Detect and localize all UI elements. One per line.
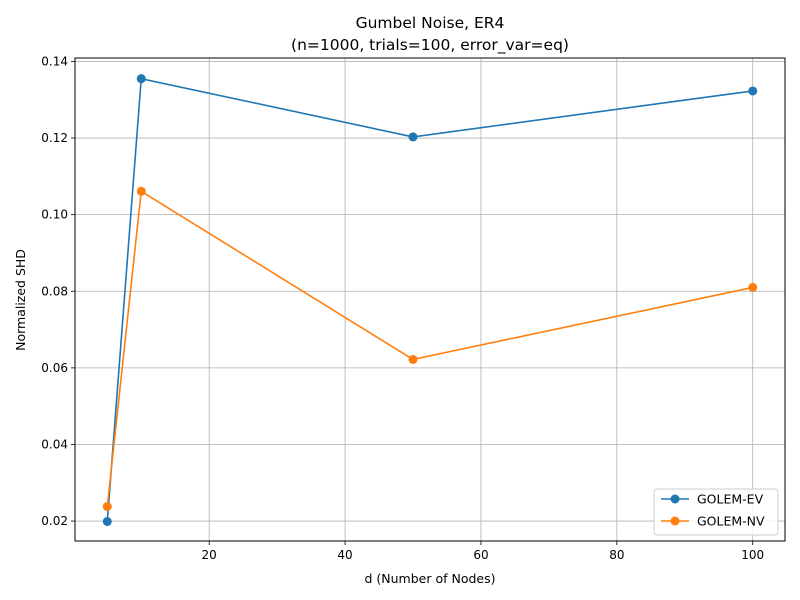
y-tick-label: 0.04 [41,437,68,451]
x-tick-label: 60 [473,548,488,562]
x-tick-label: 100 [741,548,764,562]
series-layer [102,74,758,526]
x-tick-label: 40 [337,548,352,562]
y-tick-label: 0.08 [41,284,68,298]
data-point [408,132,418,142]
axis-ticks: 20 40 60 80 100 0.02 0.04 0.06 0.08 0.10 0.12 0.14 [41,54,764,562]
series-golem-nv [102,186,758,512]
y-tick-label: 0.12 [41,131,68,145]
legend-marker [670,494,680,504]
x-tick-label: 80 [609,548,624,562]
series-line [106,77,753,522]
chart-title: Gumbel Noise, ER4 [356,14,505,32]
series-golem-ev [102,74,758,526]
grid [75,58,785,541]
y-tick-label: 0.14 [41,54,68,68]
data-point [136,186,146,196]
legend-marker [670,516,680,526]
x-tick-label: 20 [202,548,217,562]
legend-label: GOLEM-NV [697,514,765,529]
data-point [748,282,758,292]
x-axis-label: d (Number of Nodes) [364,571,495,586]
y-axis-label: Normalized SHD [13,249,28,351]
legend: GOLEM-EV GOLEM-NV [653,488,779,536]
legend-label: GOLEM-EV [697,492,764,507]
data-point [102,516,112,526]
y-tick-label: 0.06 [41,361,68,375]
data-point [408,354,418,364]
data-point [136,74,146,84]
series-line [106,189,753,507]
chart-subtitle: (n=1000, trials=100, error_var=eq) [291,36,569,55]
plot-frame [74,57,786,542]
y-tick-label: 0.10 [41,208,68,222]
data-point [102,502,112,512]
data-point [748,86,758,96]
legend-box [653,488,779,536]
y-tick-label: 0.02 [41,514,68,528]
